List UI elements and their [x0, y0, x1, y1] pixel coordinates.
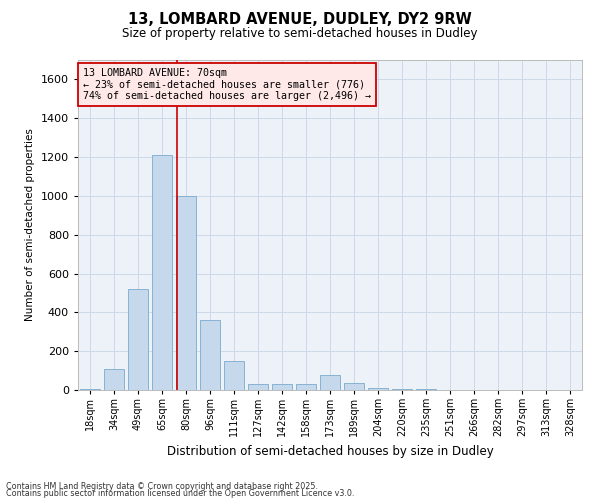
Bar — [128, 289, 148, 390]
Text: Contains public sector information licensed under the Open Government Licence v3: Contains public sector information licen… — [6, 490, 355, 498]
Bar — [344, 383, 364, 390]
Bar — [296, 384, 316, 390]
Bar — [368, 388, 388, 390]
Text: 13, LOMBARD AVENUE, DUDLEY, DY2 9RW: 13, LOMBARD AVENUE, DUDLEY, DY2 9RW — [128, 12, 472, 28]
Text: Contains HM Land Registry data © Crown copyright and database right 2025.: Contains HM Land Registry data © Crown c… — [6, 482, 318, 491]
Bar — [320, 376, 340, 390]
Bar — [104, 368, 124, 390]
Bar — [152, 155, 172, 390]
X-axis label: Distribution of semi-detached houses by size in Dudley: Distribution of semi-detached houses by … — [167, 444, 493, 458]
Text: Size of property relative to semi-detached houses in Dudley: Size of property relative to semi-detach… — [122, 28, 478, 40]
Y-axis label: Number of semi-detached properties: Number of semi-detached properties — [25, 128, 35, 322]
Bar — [248, 384, 268, 390]
Bar — [200, 320, 220, 390]
Text: 13 LOMBARD AVENUE: 70sqm
← 23% of semi-detached houses are smaller (776)
74% of : 13 LOMBARD AVENUE: 70sqm ← 23% of semi-d… — [83, 68, 371, 102]
Bar — [80, 389, 100, 390]
Bar — [176, 196, 196, 390]
Bar — [224, 361, 244, 390]
Bar — [272, 384, 292, 390]
